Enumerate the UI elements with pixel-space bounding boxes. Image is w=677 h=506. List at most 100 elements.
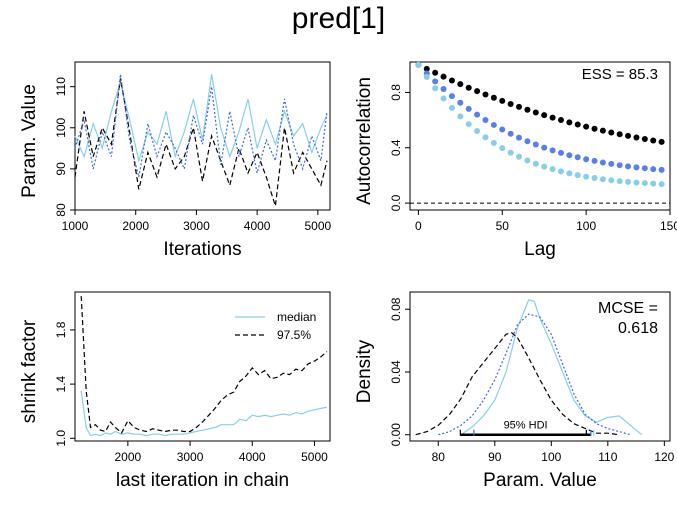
autocorr-point-series-1 — [574, 121, 581, 128]
autocorr-point-series-1 — [448, 77, 455, 84]
trace-series-2-line — [74, 78, 328, 207]
autocorr-point-series-2 — [608, 160, 615, 167]
autocorr-point-series-3 — [499, 145, 506, 152]
density-y-tick-label: 0.04 — [389, 360, 403, 384]
autocorr-point-series-3 — [549, 166, 556, 173]
shrink-x-axis-label: last iteration in chain — [116, 470, 289, 491]
autocorr-point-series-1 — [541, 112, 548, 119]
autocorr-point-series-1 — [566, 119, 573, 126]
ess-annotation: ESS = 85.3 — [582, 66, 658, 83]
trace-x-axis-label: Iterations — [163, 239, 241, 260]
autocorr-point-series-1 — [524, 106, 531, 113]
autocorr-point-series-3 — [448, 104, 455, 111]
autocorr-point-series-1 — [432, 69, 439, 76]
autocorr-point-series-2 — [474, 111, 481, 118]
shrink-x-tick-label: 5000 — [301, 450, 328, 464]
autocorr-point-series-3 — [566, 170, 573, 177]
autocorr-y-axis-label: Autocorrelation — [354, 77, 375, 205]
autocorr-point-series-2 — [499, 126, 506, 133]
autocorr-point-series-2 — [574, 154, 581, 161]
autocorr-point-series-3 — [457, 113, 464, 120]
autocorr-point-series-3 — [474, 128, 481, 135]
autocorr-x-tick-label: 150 — [660, 219, 677, 233]
trace-x-tick-label: 4000 — [244, 219, 271, 233]
autocorr-point-series-1 — [423, 65, 430, 72]
autocorr-point-series-2 — [641, 165, 648, 172]
trace-y-axis-label: Param. Value — [19, 84, 40, 198]
autocorr-point-series-3 — [415, 61, 422, 68]
autocorr-point-series-1 — [482, 91, 489, 98]
autocorr-point-series-2 — [490, 121, 497, 128]
shrink-x-tick-label: 3000 — [177, 450, 204, 464]
autocorr-point-series-3 — [599, 176, 606, 183]
autocorr-point-series-1 — [457, 81, 464, 88]
autocorr-point-series-1 — [516, 103, 523, 110]
autocorr-point-series-3 — [524, 157, 531, 164]
autocorr-point-series-2 — [448, 93, 455, 100]
trace-y-tick-label: 80 — [54, 203, 68, 217]
autocorr-point-series-2 — [549, 147, 556, 154]
shrink-x-tick-label: 2000 — [115, 450, 142, 464]
density-x-tick-label: 90 — [488, 450, 502, 464]
trace-x-tick-label: 3000 — [183, 219, 210, 233]
autocorr-point-series-2 — [658, 166, 665, 173]
autocorr-x-axis-label: Lag — [524, 239, 556, 260]
shrink-series-97-5-line — [80, 296, 328, 434]
autocorr-point-series-3 — [641, 180, 648, 187]
density-series-1-line — [460, 299, 643, 436]
shrink-y-tick-label: 1.4 — [54, 375, 68, 392]
autocorr-point-series-2 — [465, 105, 472, 112]
density-x-tick-label: 100 — [541, 450, 561, 464]
trace-y-tick-label: 90 — [54, 162, 68, 176]
trace-y-tick-label: 110 — [54, 77, 68, 96]
autocorr-point-series-1 — [465, 84, 472, 91]
density-y-tick-label: 0.00 — [389, 423, 403, 447]
autocorr-point-series-3 — [423, 74, 430, 81]
shrink-legend-label-1: median — [277, 310, 316, 324]
autocorr-point-series-2 — [599, 159, 606, 166]
trace-series-1-line — [74, 74, 328, 164]
shrink-series-median-line — [80, 390, 328, 437]
autocorr-point-series-3 — [440, 95, 447, 102]
trace-x-tick-label: 5000 — [305, 219, 332, 233]
mcse-annotation-line1: MCSE = — [598, 300, 658, 317]
autocorr-point-series-1 — [591, 125, 598, 132]
shrink-x-tick-label: 4000 — [239, 450, 266, 464]
hdi-label: 95% HDI — [504, 420, 548, 432]
autocorr-point-series-2 — [557, 149, 564, 156]
autocorr-point-series-1 — [549, 114, 556, 121]
density-x-axis-label: Param. Value — [483, 470, 597, 491]
autocorr-point-series-3 — [432, 85, 439, 92]
autocorr-point-series-3 — [633, 179, 640, 186]
autocorr-point-series-1 — [633, 134, 640, 141]
autocorr-point-series-2 — [625, 163, 632, 170]
autocorr-x-tick-label: 0 — [415, 219, 422, 233]
autocorr-point-series-2 — [591, 157, 598, 164]
autocorr-y-tick-label: 0.4 — [389, 139, 403, 156]
autocorr-point-series-3 — [625, 178, 632, 185]
autocorr-point-series-2 — [507, 130, 514, 137]
autocorr-point-series-3 — [541, 163, 548, 170]
autocorr-point-series-3 — [482, 134, 489, 141]
autocorr-point-series-1 — [658, 138, 665, 145]
density-y-axis-label: Density — [354, 339, 375, 403]
autocorr-plot-frame — [409, 61, 671, 211]
autocorr-y-tick-label: 0.0 — [389, 194, 403, 211]
autocorr-point-series-2 — [432, 78, 439, 85]
trace-x-tick-label: 2000 — [122, 219, 149, 233]
autocorr-point-series-1 — [625, 132, 632, 139]
trace-x-tick-label: 1000 — [62, 219, 89, 233]
autocorr-point-series-1 — [599, 127, 606, 134]
autocorr-point-series-3 — [516, 153, 523, 160]
autocorr-point-series-1 — [507, 100, 514, 107]
autocorr-point-series-2 — [616, 162, 623, 169]
autocorr-point-series-1 — [474, 88, 481, 95]
autocorr-point-series-2 — [566, 152, 573, 159]
shrink-y-axis-label: shrink factor — [19, 319, 40, 423]
autocorr-point-series-1 — [557, 117, 564, 124]
autocorr-point-series-3 — [650, 180, 657, 187]
autocorr-point-series-2 — [583, 156, 590, 163]
density-x-tick-label: 110 — [598, 450, 617, 464]
density-series-3-line — [438, 313, 631, 436]
